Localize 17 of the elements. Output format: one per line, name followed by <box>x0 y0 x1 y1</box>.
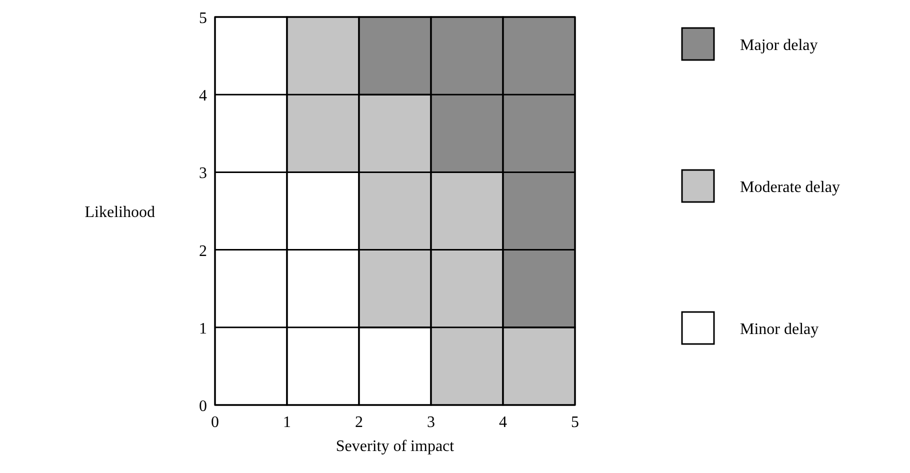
x-tick-label: 4 <box>499 414 507 431</box>
y-tick-label: 4 <box>199 88 207 105</box>
y-tick-label: 0 <box>199 398 207 415</box>
legend-label: Moderate delay <box>740 179 840 196</box>
x-tick-label: 3 <box>427 414 435 431</box>
y-tick-label: 1 <box>199 320 207 338</box>
x-axis-title: Severity of impact <box>336 438 455 455</box>
x-tick-label: 5 <box>571 414 579 431</box>
x-tick-label: 1 <box>283 414 291 431</box>
x-tick-label: 0 <box>211 414 219 431</box>
y-axis-title: Likelihood <box>84 204 155 221</box>
x-tick-label: 2 <box>355 414 363 431</box>
legend-label: Major delay <box>740 37 818 54</box>
y-tick-label: 5 <box>199 10 207 27</box>
y-tick-label: 2 <box>199 242 207 260</box>
y-tick-label: 3 <box>199 165 207 182</box>
legend-label: Minor delay <box>740 321 819 338</box>
